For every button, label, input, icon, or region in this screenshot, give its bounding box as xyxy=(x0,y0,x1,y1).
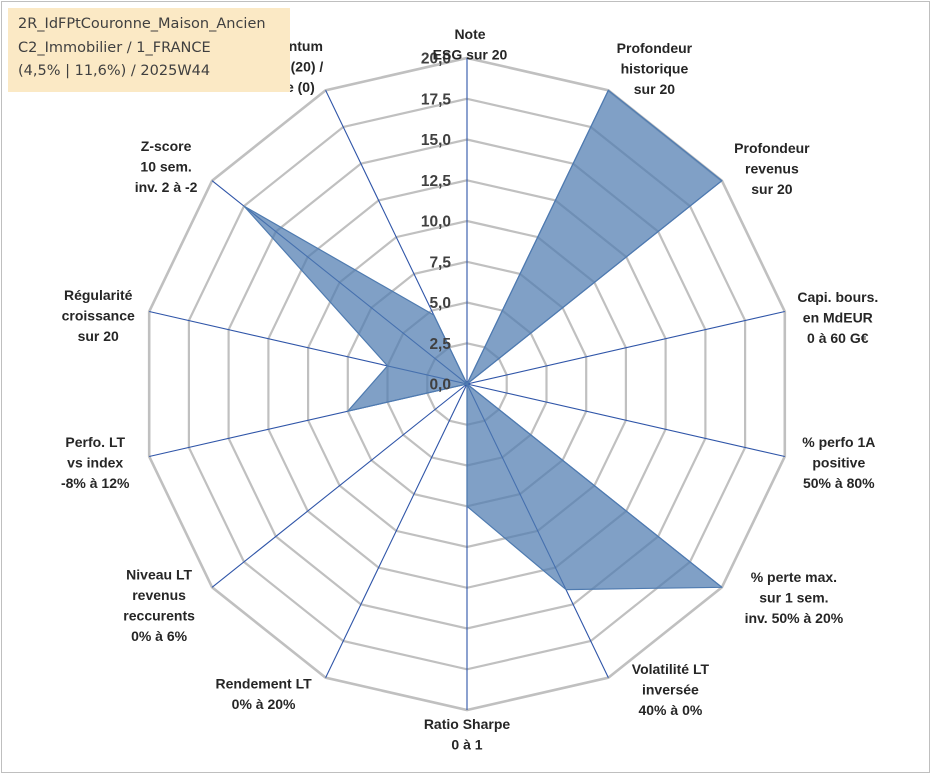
axis-label-7-line-0: Ratio Sharpe xyxy=(424,716,511,732)
axis-label-0: Note ESG sur 20 xyxy=(433,26,508,63)
axis-label-5-line-1: sur 1 sem. xyxy=(759,589,828,605)
axis-label-12: Z-score 10 sem. inv. 2 à -2 xyxy=(135,138,198,195)
spoke-9 xyxy=(211,383,468,588)
axis-label-7: Ratio Sharpe 0 à 1 xyxy=(424,716,511,753)
tick-label-3: 7,5 xyxy=(429,254,451,271)
info-box: 2R_IdFPtCouronne_Maison_Ancien C2_Immobi… xyxy=(8,8,290,92)
axis-label-11: Régularité croissance sur 20 xyxy=(62,287,135,344)
axis-label-5: % perte max. sur 1 sem. inv. 50% à 20% xyxy=(745,569,844,626)
axis-label-10-line-1: vs index xyxy=(67,455,123,471)
axis-label-8-line-1: 0% à 20% xyxy=(232,696,296,712)
tick-label-1: 2,5 xyxy=(429,336,451,353)
axis-label-6-line-2: 40% à 0% xyxy=(638,702,702,718)
axis-label-9-line-0: Niveau LT xyxy=(126,567,192,583)
axis-label-6-line-0: Volatilité LT xyxy=(632,661,710,677)
axis-label-4: % perfo 1A positive 50% à 80% xyxy=(802,434,875,491)
axis-label-0-line-1: ESG sur 20 xyxy=(433,46,508,62)
axis-label-1-line-0: Profondeur xyxy=(617,40,693,56)
axis-label-10-line-0: Perfo. LT xyxy=(65,434,125,450)
axis-label-9-line-1: revenus xyxy=(132,587,186,603)
axis-label-4-line-2: 50% à 80% xyxy=(803,475,875,491)
tick-label-2: 5,0 xyxy=(429,295,451,312)
spoke-3 xyxy=(466,310,785,385)
axis-label-1-line-2: sur 20 xyxy=(634,81,675,97)
axis-label-2-line-1: revenus xyxy=(745,161,799,177)
axis-label-11-line-2: sur 20 xyxy=(78,328,119,344)
axis-label-0-line-0: Note xyxy=(454,26,485,42)
axis-label-10-line-2: -8% à 12% xyxy=(61,475,130,491)
axis-label-3-line-2: 0 à 60 G€ xyxy=(807,330,869,346)
axis-label-8: Rendement LT 0% à 20% xyxy=(215,676,312,713)
radar-axis-labels: Note ESG sur 20 Profondeur historique sur 20… xyxy=(61,26,878,753)
axis-label-9-line-2: reccurents xyxy=(123,608,195,624)
info-line-1: 2R_IdFPtCouronne_Maison_Ancien xyxy=(18,16,266,32)
axis-label-6-line-1: inversée xyxy=(642,682,699,698)
axis-label-4-line-0: % perfo 1A xyxy=(802,434,875,450)
axis-label-2-line-2: sur 20 xyxy=(751,181,792,197)
axis-label-1: Profondeur historique sur 20 xyxy=(617,40,693,97)
axis-label-5-line-0: % perte max. xyxy=(751,569,837,585)
axis-label-10: Perfo. LT vs index -8% à 12% xyxy=(61,434,130,491)
info-line-3: (4,5% | 11,6%) / 2025W44 xyxy=(18,63,211,79)
tick-label-5: 12,5 xyxy=(421,173,452,190)
spoke-4 xyxy=(466,383,785,458)
radar-series xyxy=(243,89,723,591)
axis-label-3-line-1: en MdEUR xyxy=(803,310,873,326)
radar-tick-labels: 0,0 2,5 5,0 7,5 10,0 12,5 15,0 17,5 20,0 xyxy=(421,51,452,394)
axis-label-12-line-0: Z-score xyxy=(141,138,192,154)
axis-label-6: Volatilité LT inversée 40% à 0% xyxy=(632,661,710,718)
axis-label-5-line-2: inv. 50% à 20% xyxy=(745,610,844,626)
tick-label-7: 17,5 xyxy=(421,91,452,108)
axis-label-12-line-1: 10 sem. xyxy=(140,159,191,175)
axis-label-8-line-0: Rendement LT xyxy=(215,676,312,692)
axis-label-3-line-0: Capi. bours. xyxy=(797,289,878,305)
axis-label-9: Niveau LT revenus reccurents 0% à 6% xyxy=(123,567,195,645)
axis-label-2-line-0: Profondeur xyxy=(734,140,810,156)
axis-label-11-line-1: croissance xyxy=(62,308,135,324)
series-area-0 xyxy=(243,89,723,591)
tick-label-4: 10,0 xyxy=(421,214,451,231)
axis-label-2: Profondeur revenus sur 20 xyxy=(734,140,810,197)
axis-label-11-line-0: Régularité xyxy=(64,287,133,303)
spoke-8 xyxy=(325,383,468,678)
axis-label-7-line-1: 0 à 1 xyxy=(451,736,482,752)
axis-label-4-line-1: positive xyxy=(812,455,865,471)
axis-label-1-line-1: historique xyxy=(621,60,689,76)
axis-label-3: Capi. bours. en MdEUR 0 à 60 G€ xyxy=(797,289,878,346)
axis-label-9-line-3: 0% à 6% xyxy=(131,628,188,644)
tick-label-8: 20,0 xyxy=(421,51,451,68)
tick-label-6: 15,0 xyxy=(421,132,451,149)
axis-label-12-line-2: inv. 2 à -2 xyxy=(135,179,198,195)
info-line-2: C2_Immobilier / 1_FRANCE xyxy=(18,39,211,56)
tick-label-0: 0,0 xyxy=(429,377,451,394)
